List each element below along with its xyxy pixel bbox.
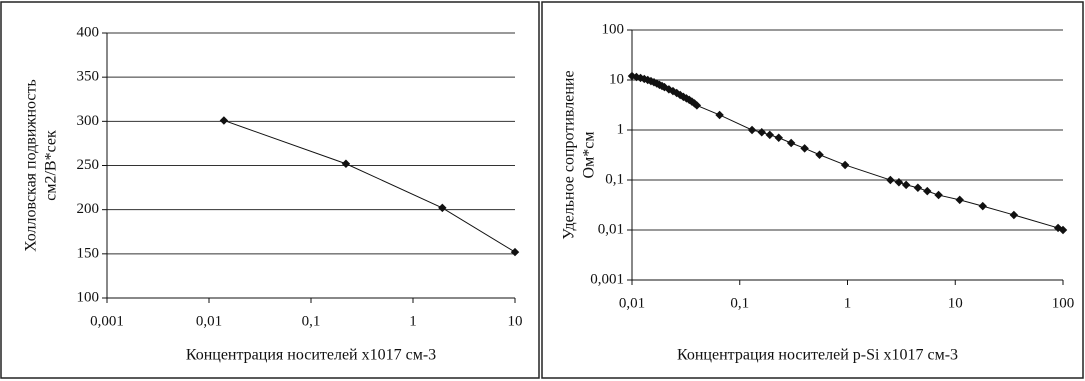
data-point [765,130,775,140]
data-point [774,133,783,142]
x-tick-label: 100 [1052,295,1075,311]
data-point [757,128,766,137]
x-tick-label: 0,01 [619,295,645,311]
y-axis-label: Удельное сопротивление [561,70,578,239]
y-tick-label: 300 [77,113,100,129]
data-point [934,190,943,200]
x-tick-label: 0,1 [302,313,321,329]
data-point [894,178,904,187]
data-point [219,116,229,125]
right-frame [541,1,1084,379]
y-tick-label: 0,01 [598,221,624,237]
y-tick-label: 10 [609,71,624,87]
y-tick-label: 1 [617,121,625,137]
x-axis-label: Концентрация носителей x1017 см-3 [186,347,436,364]
data-line [631,75,1064,231]
data-point [1009,210,1019,220]
data-point [978,201,987,211]
data-point [786,138,796,148]
left-frame [0,1,540,379]
y-tick-label: 100 [77,289,100,305]
x-tick-label: 0,01 [196,313,222,329]
y-tick-label: 0,1 [605,171,624,187]
data-point [510,247,520,257]
data-point [886,175,895,185]
y-tick-label: 150 [77,245,100,261]
data-point [715,110,724,120]
x-tick-label: 0,1 [730,295,749,311]
x-tick-label: 10 [948,295,963,311]
y-tick-label: 0,001 [590,271,624,287]
x-tick-label: 1 [409,313,417,329]
y-axis-label: см2/В*сек [43,130,60,201]
data-point [923,186,932,196]
y-tick-label: 350 [77,69,100,85]
data-point [747,125,757,135]
data-point [815,150,824,159]
x-tick-label: 10 [508,313,523,329]
data-point [955,195,964,205]
y-tick-label: 400 [77,24,100,40]
x-tick-label: 0,001 [90,313,124,329]
y-tick-label: 250 [77,157,100,173]
x-axis-label: Концентрация носителей p-Si x1017 см-3 [677,347,958,364]
data-point [901,180,911,190]
data-point [438,203,447,213]
y-axis-label: Холловская подвижность [23,79,40,252]
data-point [341,159,351,168]
data-point [840,160,850,170]
x-tick-label: 1 [844,295,852,311]
y-axis-label: Ом*см [581,132,598,179]
data-line [223,119,516,253]
data-point [800,144,809,153]
data-point [913,183,923,192]
y-tick-label: 200 [77,201,100,217]
y-tick-label: 100 [602,21,625,37]
